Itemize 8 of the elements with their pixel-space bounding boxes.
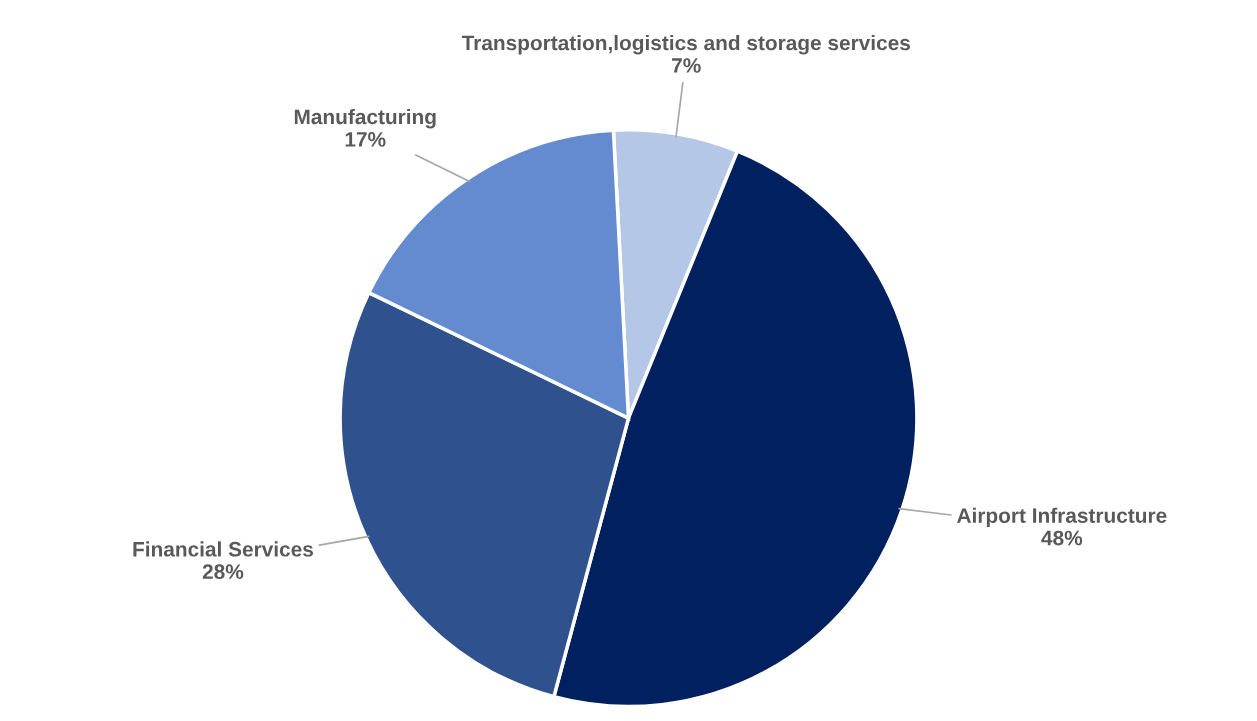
slice-label: Financial Services: [133, 541, 313, 557]
data-label: 7%: [672, 58, 701, 73]
slice-label: Manufacturing: [294, 108, 436, 129]
data-label: 28%: [202, 564, 244, 580]
data-label: 17%: [345, 132, 386, 147]
data-label: 48%: [1041, 530, 1083, 546]
slice-label: Airport Infrastructure: [957, 507, 1167, 528]
slice-label: Transportation,logistics and storage services: [461, 34, 910, 55]
